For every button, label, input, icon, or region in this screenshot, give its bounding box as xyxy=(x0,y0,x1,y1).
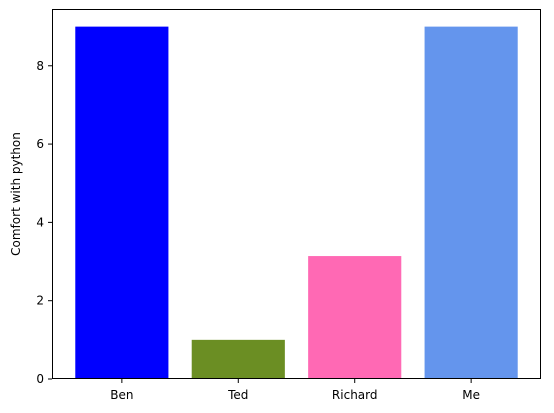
y-ticks-group: 0 2 4 6 8 xyxy=(36,59,52,386)
x-tick-label: Ben xyxy=(110,388,133,402)
y-tick-label: 0 xyxy=(36,372,44,386)
y-tick-label: 2 xyxy=(36,294,44,308)
bar-ted xyxy=(191,339,285,379)
y-tick-label: 6 xyxy=(36,137,44,151)
bars-group xyxy=(75,26,518,379)
y-tick-label: 4 xyxy=(36,215,44,229)
plot-frame xyxy=(52,9,541,379)
x-tick-label: Ted xyxy=(227,388,248,402)
y-axis-label: Comfort with python xyxy=(9,132,23,256)
y-tick-label: 8 xyxy=(36,59,44,73)
bar-me xyxy=(424,26,518,379)
x-tick-label: Me xyxy=(462,388,480,402)
x-ticks-group: Ben Ted Richard Me xyxy=(110,379,480,402)
bar-richard xyxy=(308,256,402,379)
x-tick-label: Richard xyxy=(332,388,378,402)
bar-ben xyxy=(75,26,169,379)
